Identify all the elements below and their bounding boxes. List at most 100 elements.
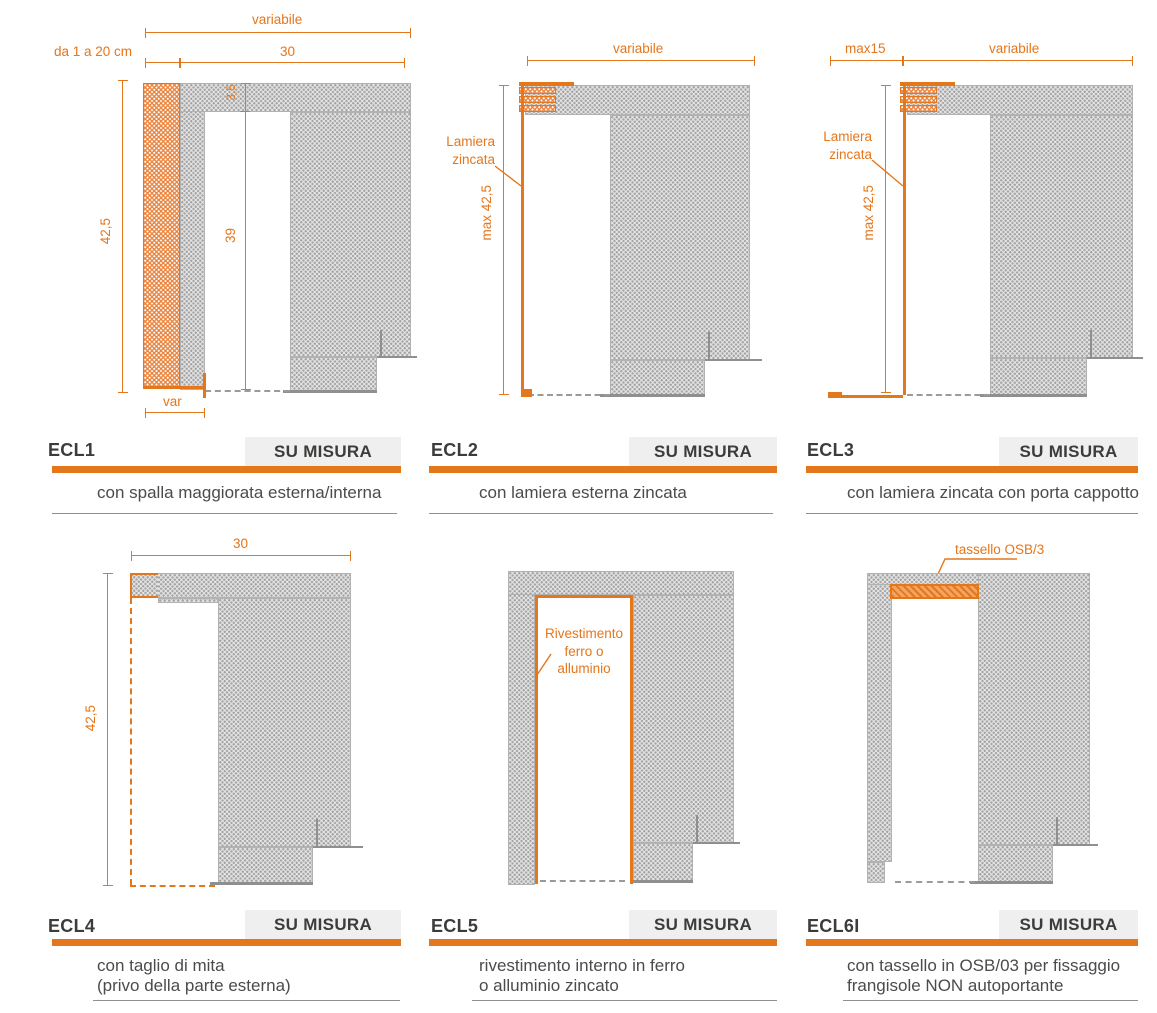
step-line: [1087, 357, 1143, 359]
dim-line-variabile: [145, 28, 411, 38]
step-line: [693, 842, 740, 844]
baseline: [283, 390, 377, 393]
dim-tick-35: [240, 111, 250, 113]
wall-mass-lower-hatch: [218, 847, 313, 884]
dim-line-variabile: [527, 56, 755, 66]
lamiera-clip-hatch: [900, 105, 937, 112]
lamiera-clip-hatch: [519, 87, 556, 94]
su-misura-badge: SU MISURA: [999, 910, 1138, 939]
joint-slit: [380, 330, 382, 357]
joint-slit: [696, 815, 698, 842]
divider: [52, 513, 397, 514]
wall-mass-lower-hatch: [290, 357, 377, 392]
joint-slit: [1090, 330, 1092, 357]
ecl1-drawing: variabile da 1 a 20 cm 30 42,5 var 3,5: [40, 0, 420, 525]
dim-line-425: [118, 80, 128, 393]
baseline: [210, 882, 313, 885]
joint-slit: [316, 819, 318, 846]
divider: [472, 1000, 777, 1001]
dim-line-30: [131, 551, 351, 561]
dim-line-max425: [499, 85, 509, 395]
dashed-baseline: [895, 881, 975, 883]
dashed-baseline: [907, 394, 990, 396]
dim-label-variabile: variabile: [989, 41, 1040, 56]
detail-card-ecl6i: tassello OSB/3 ECL6I SU MISURA con tasse…: [795, 530, 1157, 1013]
dashed-baseline: [205, 390, 290, 392]
taglio-dashed-vertical: [130, 598, 132, 885]
lamiera-callout: Lamiera zincata: [446, 134, 495, 167]
card-id: ECL2: [431, 440, 479, 460]
left-leg-hatch: [508, 571, 535, 885]
dim-label-425: 42,5: [83, 705, 98, 732]
baseline: [980, 394, 1087, 397]
dim-line-30: [180, 58, 405, 68]
spalla-hatch: [143, 83, 180, 388]
porta-cappotto-flange: [828, 395, 903, 398]
wall-mass-hatch: [990, 115, 1133, 358]
detail-card-ecl4: 30 42,5 ECL4 SU MISURA con taglio di mit…: [40, 530, 420, 1013]
joint-slit: [1056, 817, 1058, 844]
accent-bar: [806, 466, 1138, 473]
card-id: ECL5: [431, 916, 479, 936]
dim-line-39: [241, 83, 251, 390]
wall-mass-hatch: [633, 595, 734, 843]
card-id: ECL1: [48, 440, 96, 460]
dim-line-var: [145, 408, 206, 418]
detail-card-ecl3: max15 variabile max 42,5 Lamiera zincata…: [795, 0, 1157, 525]
wall-mass-lower-hatch: [978, 845, 1053, 883]
accent-bar: [52, 466, 401, 473]
dashed-baseline: [528, 394, 610, 396]
divider: [806, 513, 1138, 514]
card-description: con lamiera esterna zincata: [479, 483, 687, 502]
wall-mass-hatch: [218, 598, 351, 847]
accent-bar: [52, 939, 401, 946]
detail-card-ecl2: variabile max 42,5 Lamiera zincata ECL2 …: [425, 0, 800, 525]
dim-line-max425: [881, 85, 891, 393]
su-misura-badge: SU MISURA: [629, 437, 777, 466]
dim-line-variabile: [903, 56, 1133, 66]
card-id: ECL3: [807, 440, 855, 460]
dim-line-spalla: [145, 58, 181, 68]
dashed-baseline: [540, 880, 625, 882]
detail-card-ecl1: variabile da 1 a 20 cm 30 42,5 var 3,5: [40, 0, 420, 525]
top-band-hatch: [180, 83, 411, 112]
lamiera-top-flange: [519, 82, 574, 86]
lamiera-top-flange: [900, 82, 955, 86]
su-misura-badge: SU MISURA: [629, 910, 777, 939]
dim-label-max425: max 42,5: [479, 185, 494, 241]
ecl4-drawing: 30 42,5: [40, 530, 420, 1013]
step-line: [377, 356, 417, 358]
divider: [843, 1000, 1138, 1001]
su-misura-badge: SU MISURA: [245, 437, 401, 466]
top-band-hatch: [132, 573, 351, 598]
wall-mass-lower-hatch: [610, 360, 705, 396]
dim-label-39: 39: [223, 228, 238, 244]
lamiera-line: [521, 82, 524, 397]
dim-label-30: 30: [280, 44, 296, 59]
lamiera-clip-hatch: [900, 87, 937, 94]
rivestimento-leader-line: [536, 653, 552, 676]
left-leg-foot-hatch: [867, 862, 885, 883]
lamiera-callout: Lamiera zincata: [823, 129, 872, 162]
ecl5-drawing: Rivestimento ferro o alluminio: [425, 530, 800, 1013]
ecl6i-drawing: tassello OSB/3: [795, 530, 1157, 1013]
joint-slit: [708, 332, 710, 359]
lamiera-clip-hatch: [519, 105, 556, 112]
ecl3-drawing: max15 variabile max 42,5 Lamiera zincata: [795, 0, 1157, 525]
wall-mass-lower-hatch: [990, 358, 1087, 396]
dim-label-var: var: [163, 394, 182, 409]
lamiera-foot: [521, 389, 532, 397]
lamiera-leader-line: [494, 165, 522, 187]
wall-mass-hatch: [290, 112, 411, 357]
tassello-osb-block: [890, 584, 979, 599]
dim-label-variabile: variabile: [252, 12, 303, 27]
card-id: ECL6I: [807, 916, 860, 936]
card-description: con spalla maggiorata esterna/interna: [97, 483, 382, 502]
dim-line-max15: [830, 56, 904, 66]
band-under-strip-hatch: [158, 598, 218, 603]
spalla-bottom-edge: [143, 386, 205, 389]
taglio-dashed-horizontal: [130, 885, 215, 887]
card-description: con lamiera zincata con porta cappotto: [847, 483, 1140, 502]
lamiera-line: [903, 82, 906, 395]
step-line: [1053, 844, 1098, 846]
